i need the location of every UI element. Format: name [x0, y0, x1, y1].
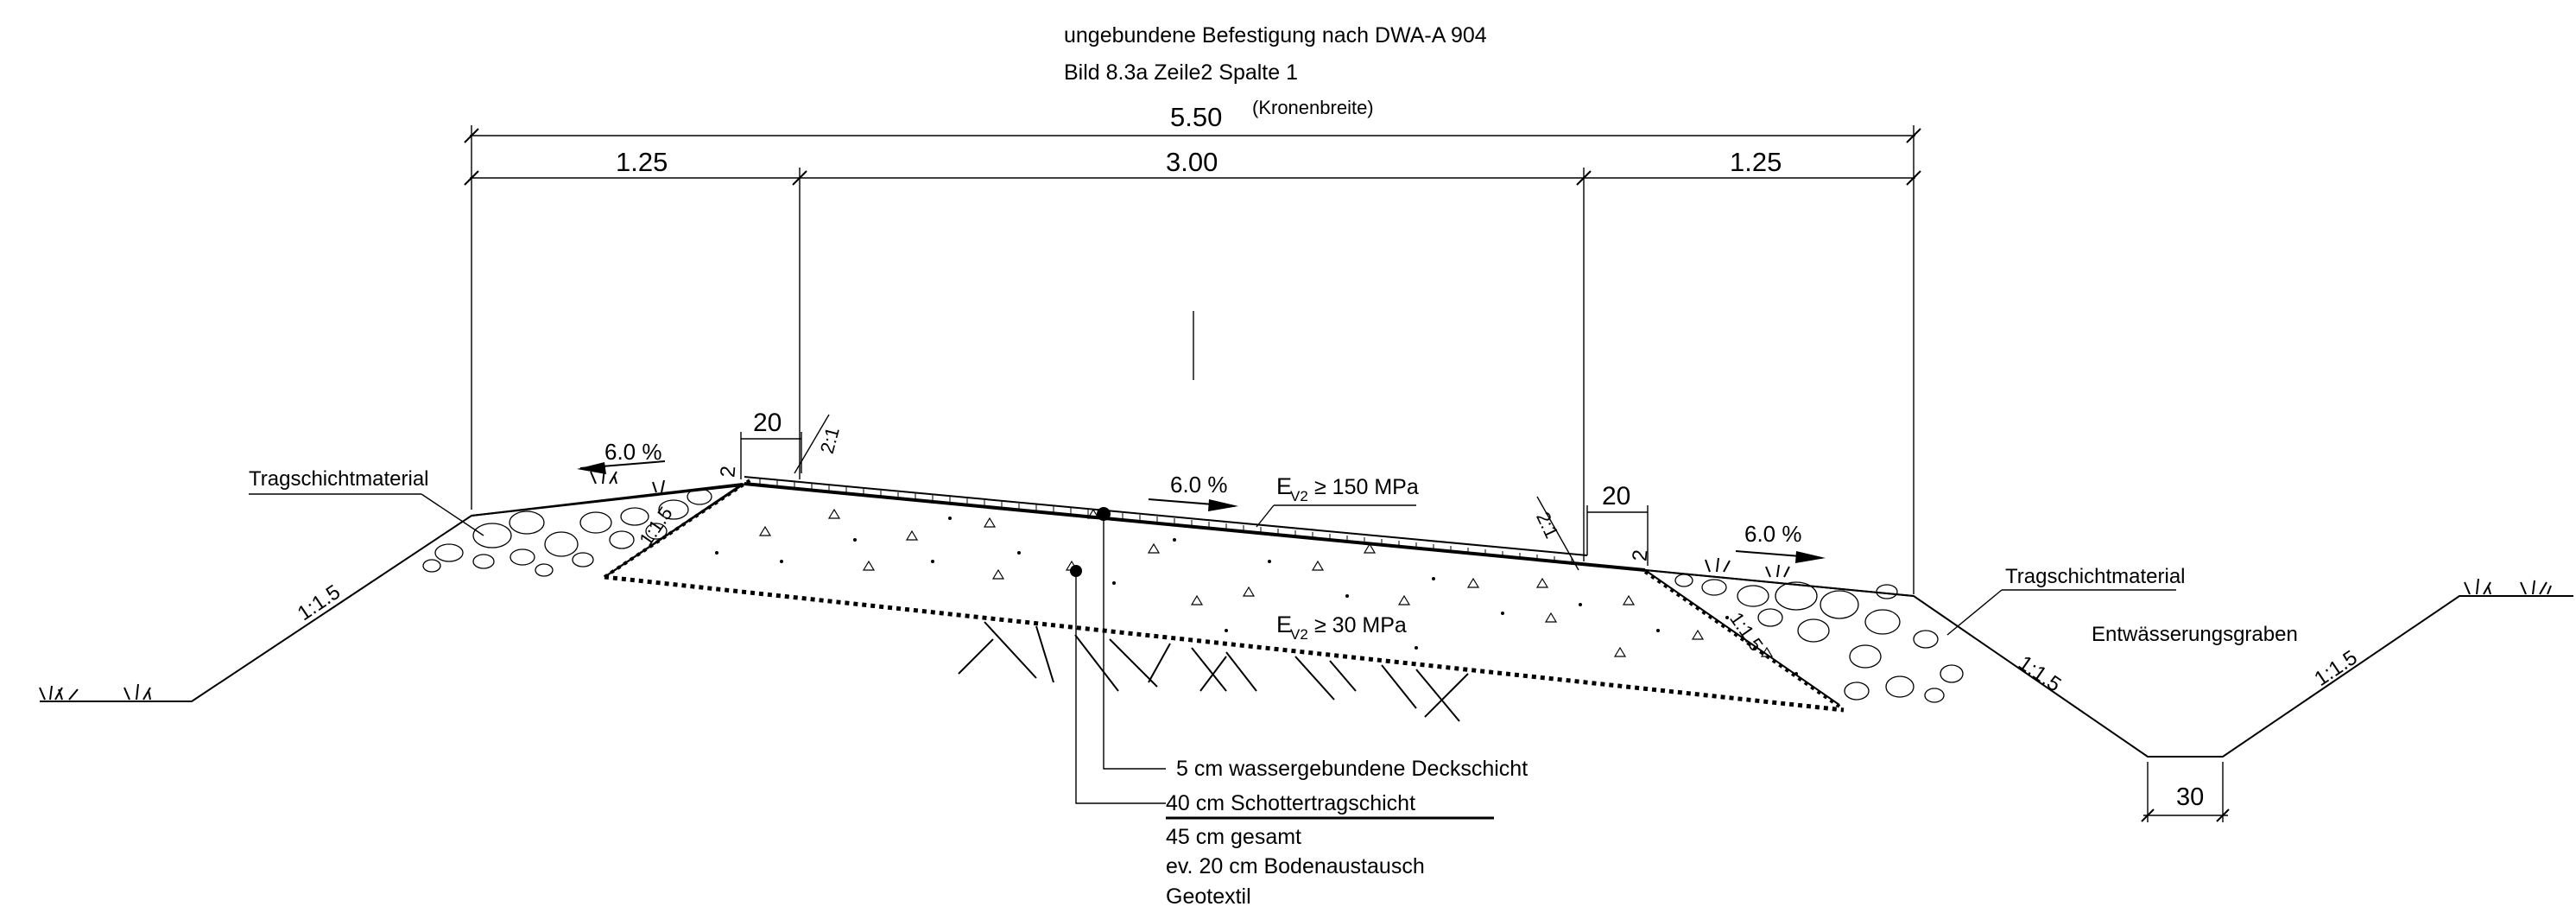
wearing-course-hatch: [759, 479, 1573, 565]
modulus-bottom: E V2 ≥ 30 MPa: [1276, 612, 1407, 643]
dim-edge-right: 2: [1628, 548, 1652, 562]
arrow-road-icon: [1208, 499, 1238, 511]
geotextile-right: [1643, 570, 1841, 708]
shoulder-dimension-right: [1536, 496, 1649, 571]
arrow-right-icon: [1795, 551, 1826, 563]
dim-ditch-bottom: 30: [2176, 783, 2204, 811]
dim-total: 5.50: [1170, 102, 1222, 132]
geotextile-line: [604, 574, 1845, 713]
modulus-bottom-symbol: E: [1276, 612, 1292, 637]
gradient-left: 6.0 %: [604, 439, 662, 465]
slope-outer-left: 1:1.5: [294, 580, 345, 625]
dim-total-note: (Kronenbreite): [1252, 97, 1374, 118]
slope-ditch-right: 1:1.5: [2310, 646, 2361, 691]
base-course-fill: [604, 484, 1839, 705]
arrow-left-icon: [577, 462, 606, 474]
layer-leaders: [1070, 507, 1494, 820]
material-ditch: Entwässerungsgraben: [2092, 623, 2298, 646]
slope-outer-right: 1:1.5: [2014, 651, 2065, 697]
header-line-2: Bild 8.3a Zeile2 Spalte 1: [1064, 60, 1298, 85]
layer-1: 5 cm wassergebundene Deckschicht: [1176, 757, 1528, 781]
grass-tufts: [39, 467, 2552, 701]
base-dot-pattern: [715, 517, 1798, 675]
dim-shoulder-right: 20: [1602, 482, 1630, 510]
shoulder-dimension-left: [740, 414, 830, 479]
modulus-top: E V2 ≥ 150 MPa: [1256, 473, 1419, 528]
layer-4: ev. 20 cm Bodenaustausch: [1166, 854, 1425, 878]
material-left: Tragschichtmaterial: [249, 467, 429, 491]
modulus-top-symbol: E: [1276, 473, 1292, 499]
modulus-bottom-sub: V2: [1290, 626, 1308, 643]
layer-5: Geotextil: [1166, 884, 1251, 909]
dim-center: 3.00: [1166, 147, 1218, 177]
layer-3: 45 cm gesamt: [1166, 825, 1301, 849]
header-line-1: ungebundene Befestigung nach DWA-A 904: [1064, 23, 1487, 48]
modulus-bottom-value: ≥ 30 MPa: [1314, 613, 1407, 637]
surface-line: [744, 482, 1646, 572]
dimension-lines: [464, 125, 1921, 594]
slope-21-right: 2:1: [1532, 509, 1563, 542]
dim-edge-left: 2: [716, 465, 740, 479]
modulus-top-sub: V2: [1290, 488, 1308, 504]
dim-left: 1.25: [616, 147, 668, 177]
gradient-right: 6.0 %: [1744, 521, 1802, 547]
leader-material-left-arm: [421, 493, 484, 536]
right-shoulder-stones: [1644, 569, 1964, 703]
modulus-top-value: ≥ 150 MPa: [1314, 475, 1419, 499]
dim-right: 1.25: [1730, 147, 1782, 177]
subgrade-hatch: [958, 621, 1469, 722]
wearing-course-top: [744, 476, 1588, 556]
dim-shoulder-left: 20: [753, 409, 782, 437]
leader-material-right-arm: [1946, 589, 2003, 636]
left-shoulder-stones: [422, 483, 744, 578]
material-right: Tragschichtmaterial: [2005, 565, 2186, 588]
gradient-arrows: [577, 460, 1826, 563]
gradient-road: 6.0 %: [1170, 472, 1228, 498]
layer-2: 40 cm Schottertragschicht: [1166, 791, 1415, 815]
